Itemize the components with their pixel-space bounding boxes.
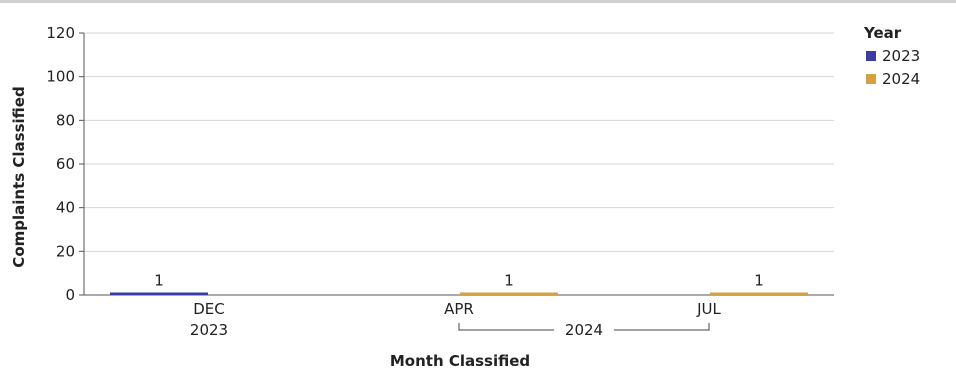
y-axis: 0 20 40 60 80 100 120 <box>46 24 85 304</box>
bar-value-label: 1 <box>154 272 164 290</box>
legend-entry-label: 2024 <box>882 70 920 88</box>
legend[interactable]: Year 2023 2024 <box>863 24 920 88</box>
legend-swatch <box>866 51 876 61</box>
bar-value-label: 1 <box>754 272 764 290</box>
x-group-bracket <box>458 323 554 331</box>
y-tick-label: 120 <box>46 24 75 42</box>
y-tick-label: 0 <box>65 286 75 304</box>
legend-title: Year <box>863 24 902 42</box>
x-axis: DEC APR JUL 2023 2024 <box>84 294 834 339</box>
y-tick-label: 20 <box>56 242 75 260</box>
bar[interactable] <box>110 292 208 296</box>
x-tick-label: JUL <box>696 300 721 318</box>
gridlines <box>84 32 834 252</box>
top-border <box>0 0 956 3</box>
y-tick-label: 60 <box>56 155 75 173</box>
x-group-label: 2023 <box>190 321 228 339</box>
y-tick-label: 80 <box>56 111 75 129</box>
x-axis-title: Month Classified <box>390 352 530 370</box>
bar[interactable] <box>710 292 808 296</box>
x-group-label: 2024 <box>565 321 603 339</box>
y-axis-title: Complaints Classified <box>10 86 28 267</box>
x-group-bracket <box>614 323 710 331</box>
bar-value-label: 1 <box>504 272 514 290</box>
x-tick-label: DEC <box>193 300 225 318</box>
y-tick-label: 100 <box>46 68 75 86</box>
legend-entry-label: 2023 <box>882 47 920 65</box>
y-tick-label: 40 <box>56 199 75 217</box>
bar[interactable] <box>460 292 558 296</box>
legend-swatch <box>866 74 876 84</box>
bars: 1 1 1 <box>110 272 808 296</box>
x-tick-label: APR <box>444 300 474 318</box>
